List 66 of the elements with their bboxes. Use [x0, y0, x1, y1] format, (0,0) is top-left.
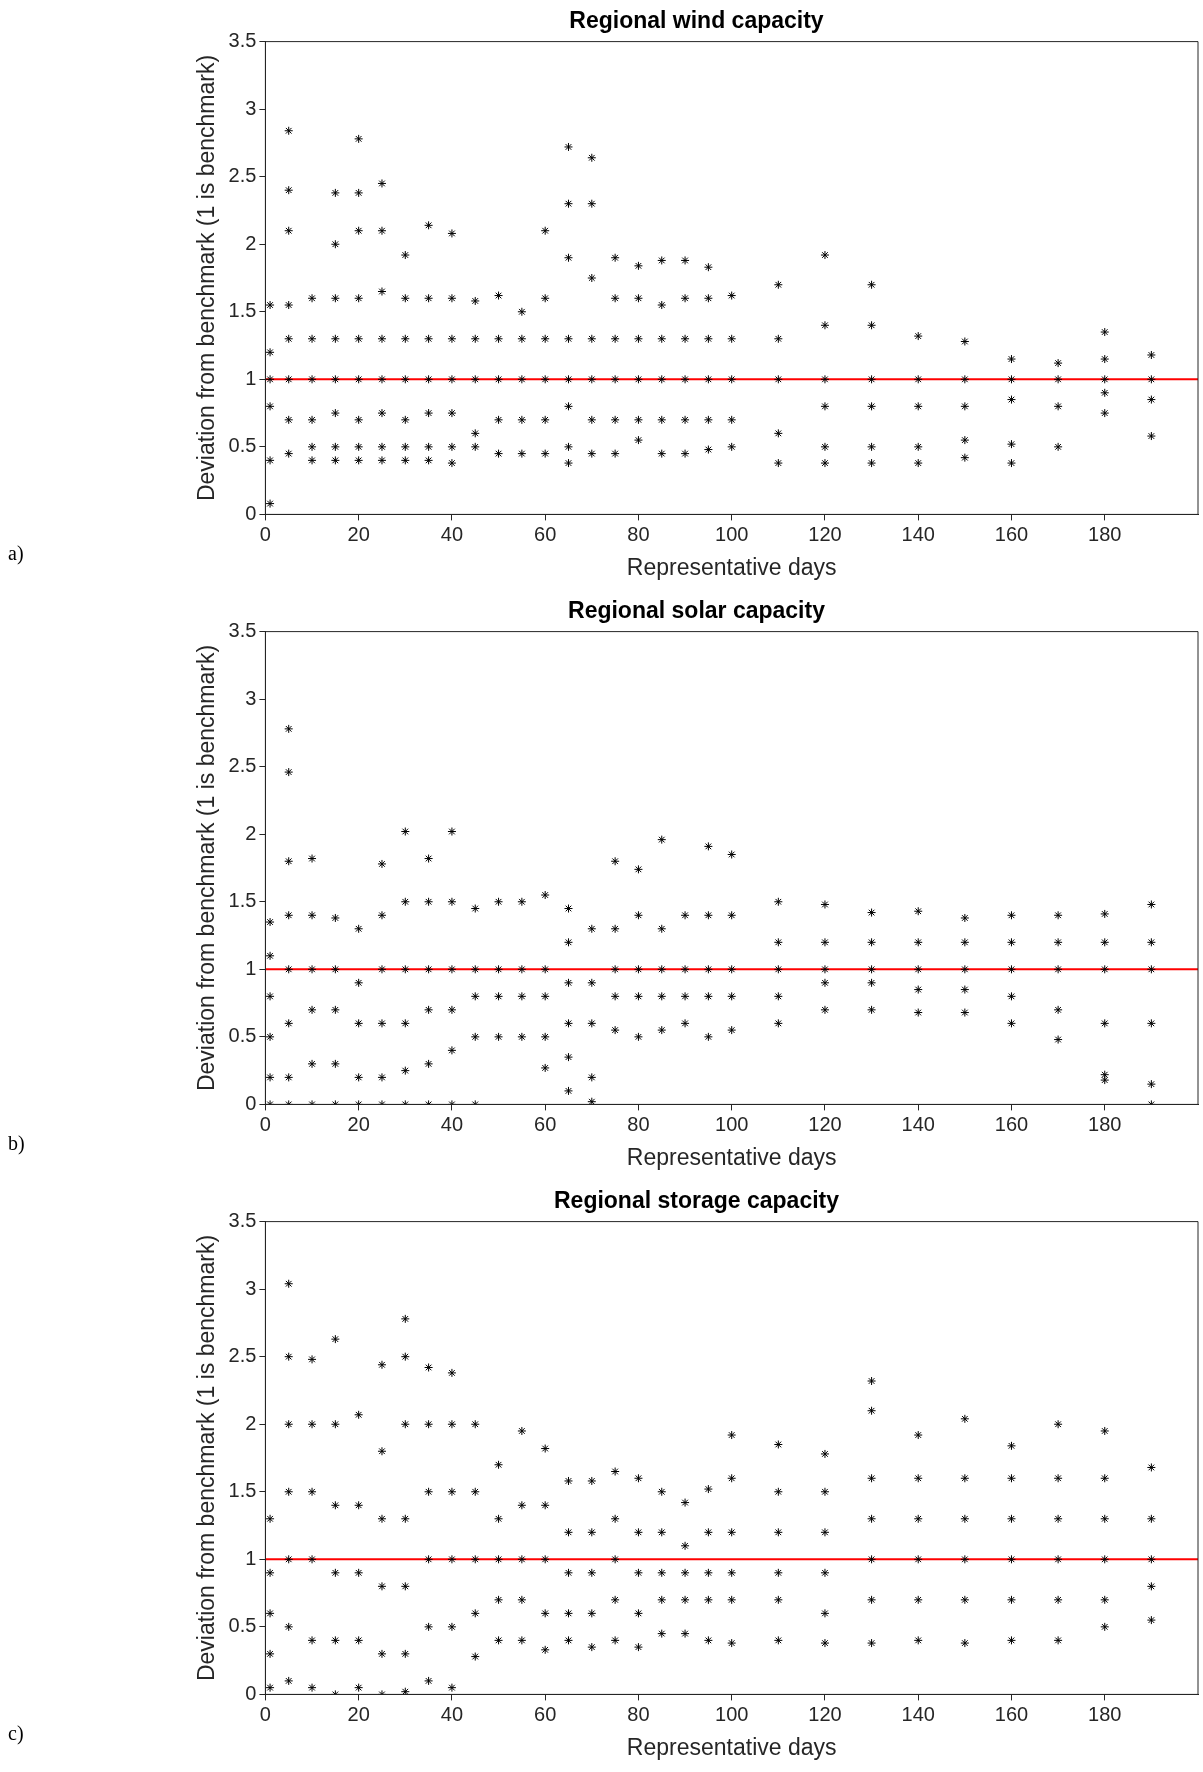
x-tick-label: 40 [440, 522, 464, 545]
y-tick-label: 1.5 [228, 889, 257, 912]
text: a) [8, 542, 24, 565]
text: c) [8, 1722, 24, 1745]
y-tick-label: 3.5 [228, 29, 257, 52]
x-tick-label: 180 [1088, 522, 1122, 545]
x-tick-label: 140 [901, 1702, 935, 1725]
x-tick-label: 180 [1088, 1112, 1122, 1135]
x-tick-label: 20 [347, 522, 370, 545]
x-tick-label: 0 [259, 1702, 271, 1725]
y-tick-label: 0 [245, 1681, 257, 1704]
x-tick-label: 180 [1088, 1702, 1122, 1725]
y-tick-label: 0.5 [228, 434, 257, 457]
y-tick-label: 0 [245, 501, 257, 524]
y-axis-title: Deviation from benchmark (1 is benchmark) [193, 54, 220, 502]
y-tick-label: 0.5 [228, 1614, 257, 1637]
x-tick-label: 120 [808, 522, 842, 545]
x-tick-label: 40 [440, 1112, 464, 1135]
y-tick-label: 3.5 [228, 619, 257, 642]
x-tick-label: 40 [440, 1702, 464, 1725]
x-tick-label: 60 [534, 1112, 557, 1135]
x-tick-label: 120 [808, 1112, 842, 1135]
x-tick-label: 80 [627, 1702, 650, 1725]
x-tick-label: 160 [994, 1702, 1029, 1725]
y-tick-label: 3 [245, 686, 257, 709]
y-tick-label: 1 [245, 1546, 257, 1569]
x-tick-label: 100 [715, 1702, 749, 1725]
x-tick-label: 100 [715, 522, 749, 545]
y-tick-label: 2.5 [228, 1344, 257, 1367]
y-tick-label: 2 [245, 821, 257, 844]
y-tick-label: 2 [245, 1411, 257, 1434]
y-tick-label: 0 [245, 1091, 257, 1114]
x-tick-label: 160 [994, 522, 1029, 545]
y-tick-label: 0.5 [228, 1024, 257, 1047]
x-axis-title: Representative days [626, 1733, 837, 1760]
x-tick-label: 160 [994, 1112, 1029, 1135]
x-tick-label: 20 [347, 1112, 370, 1135]
x-axis-title: Representative days [626, 553, 837, 580]
y-tick-label: 1 [245, 366, 257, 389]
y-axis-title: Deviation from benchmark (1 is benchmark) [193, 644, 220, 1092]
y-tick-label: 2.5 [228, 164, 257, 187]
y-tick-label: 1.5 [228, 299, 257, 322]
chart-title: Regional storage capacity [553, 1187, 840, 1214]
y-tick-label: 1 [245, 956, 257, 979]
x-tick-label: 80 [627, 522, 650, 545]
y-tick-label: 2 [245, 231, 257, 254]
x-tick-label: 60 [534, 522, 557, 545]
x-tick-label: 100 [715, 1112, 749, 1135]
x-tick-label: 140 [901, 522, 935, 545]
x-tick-label: 0 [259, 1112, 271, 1135]
y-tick-label: 3 [245, 1276, 257, 1299]
x-tick-label: 80 [627, 1112, 650, 1135]
x-tick-label: 20 [347, 1702, 370, 1725]
x-axis-title: Representative days [626, 1143, 837, 1170]
x-tick-label: 60 [534, 1702, 557, 1725]
y-tick-label: 3 [245, 96, 257, 119]
x-tick-label: 140 [901, 1112, 935, 1135]
text: b) [8, 1132, 25, 1155]
x-tick-label: 120 [808, 1702, 842, 1725]
y-tick-label: 3.5 [228, 1209, 257, 1232]
y-axis-title: Deviation from benchmark (1 is benchmark) [193, 1234, 220, 1682]
y-tick-label: 1.5 [228, 1479, 257, 1502]
y-tick-label: 2.5 [228, 754, 257, 777]
x-tick-label: 0 [259, 522, 271, 545]
chart-title: Regional wind capacity [569, 7, 824, 34]
chart-title: Regional solar capacity [568, 597, 826, 624]
